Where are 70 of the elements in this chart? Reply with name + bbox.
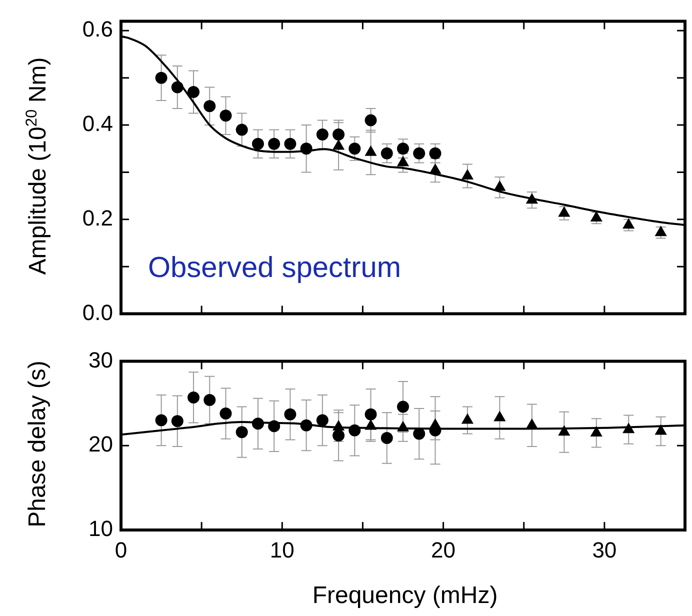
point <box>590 426 602 436</box>
y-tick-label: 0.2 <box>82 205 113 230</box>
point <box>171 81 184 94</box>
point <box>429 147 442 160</box>
point <box>155 414 168 426</box>
point <box>397 400 409 413</box>
y-tick-label: 0.6 <box>82 16 113 42</box>
point <box>380 147 393 160</box>
point <box>204 394 216 406</box>
point <box>429 163 442 174</box>
y-tick-label: 0.0 <box>82 300 113 325</box>
point <box>364 419 377 430</box>
point <box>284 408 296 420</box>
point <box>236 124 248 136</box>
point <box>284 138 296 150</box>
point <box>461 168 474 180</box>
point <box>316 414 328 426</box>
point <box>332 429 345 442</box>
point <box>155 72 168 84</box>
x-tick-label: 10 <box>270 537 294 562</box>
x-tick-label: 20 <box>431 537 456 562</box>
point <box>300 142 312 155</box>
point <box>494 180 506 191</box>
point <box>654 424 667 435</box>
point <box>348 142 361 155</box>
point <box>397 142 409 155</box>
point <box>220 408 232 420</box>
point <box>188 391 200 404</box>
point <box>171 415 184 428</box>
point <box>413 147 426 160</box>
point <box>380 432 393 444</box>
point <box>300 419 312 432</box>
y-tick-label: 10 <box>88 516 113 542</box>
point <box>590 210 602 222</box>
point <box>332 139 345 150</box>
point <box>252 138 264 150</box>
point <box>654 226 667 236</box>
point <box>622 218 635 229</box>
y-tick-label: 0.4 <box>82 111 113 136</box>
point <box>332 420 345 431</box>
point <box>413 428 426 440</box>
annotation: Observed spectrum <box>148 252 402 285</box>
point <box>316 128 328 140</box>
point <box>332 128 345 140</box>
point <box>204 100 216 112</box>
point <box>526 418 538 429</box>
point <box>364 145 377 156</box>
point <box>558 206 570 217</box>
point <box>558 425 570 436</box>
point <box>252 418 264 430</box>
x-axis-title: Frequency (mHz) <box>312 582 498 610</box>
point <box>396 420 410 432</box>
y-axis-title: Phase delay (s) <box>24 360 52 528</box>
point <box>429 418 442 429</box>
point <box>268 420 280 432</box>
point <box>494 410 506 422</box>
point <box>622 422 635 434</box>
y-tick-label: 30 <box>88 347 113 372</box>
point <box>364 408 377 420</box>
x-tick-label: 30 <box>592 537 617 562</box>
point <box>268 138 280 150</box>
x-tick-label: 0 <box>114 537 128 562</box>
point <box>188 86 200 98</box>
point <box>236 426 248 438</box>
y-tick-label: 20 <box>88 432 113 457</box>
point <box>220 110 232 122</box>
point <box>396 156 410 166</box>
point <box>461 413 474 424</box>
point <box>348 424 361 436</box>
point <box>364 114 377 126</box>
